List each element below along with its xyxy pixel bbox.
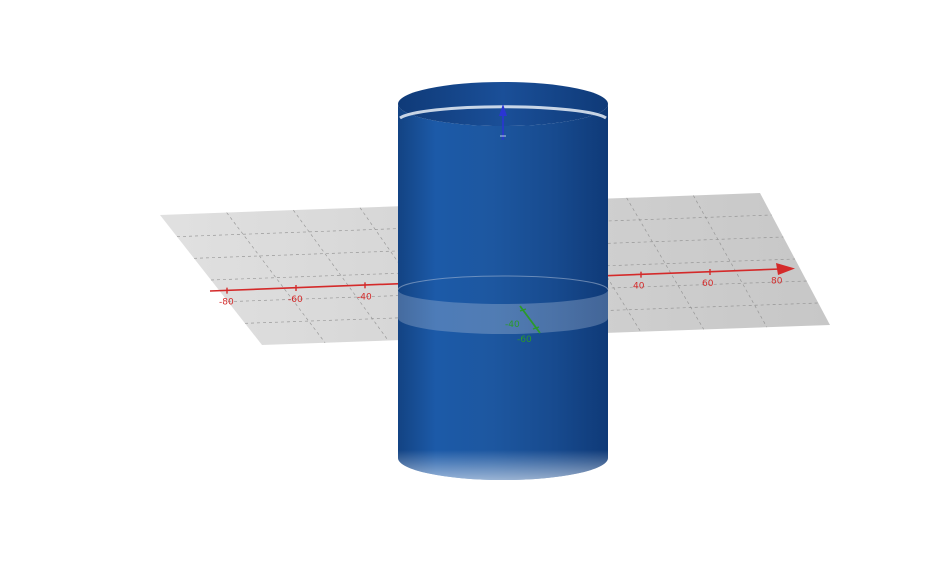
plane-intersection-top <box>397 275 609 291</box>
x-tick-label: -80 <box>219 298 234 308</box>
y-tick-mark <box>532 326 540 330</box>
x-axis-arrow-icon <box>776 263 795 275</box>
y-axis <box>519 305 541 334</box>
x-tick-label: 60 <box>702 279 714 289</box>
z-axis-arrow-icon <box>499 104 507 116</box>
x-tick-label: 40 <box>633 282 645 292</box>
cylinder-surface <box>397 82 609 480</box>
x-axis-ticks <box>226 266 780 294</box>
y-tick-label: -40 <box>505 320 520 330</box>
grid-line-horizontal <box>210 258 796 281</box>
z-axis <box>499 104 507 140</box>
y-tick-mark <box>519 308 527 312</box>
y-axis-tick-labels: -40 -60 <box>505 320 532 345</box>
plane-intersection-band <box>398 290 608 334</box>
x-axis-tick-labels: -80 -60 -40 40 60 80 <box>219 276 783 307</box>
y-tick-label: -60 <box>517 335 532 345</box>
y-axis-ticks <box>519 308 540 330</box>
x-tick-label: -60 <box>288 295 303 305</box>
x-tick-label: 80 <box>771 276 783 286</box>
cylinder-bottom-fade <box>398 104 608 480</box>
x-tick-label: -40 <box>357 292 372 302</box>
